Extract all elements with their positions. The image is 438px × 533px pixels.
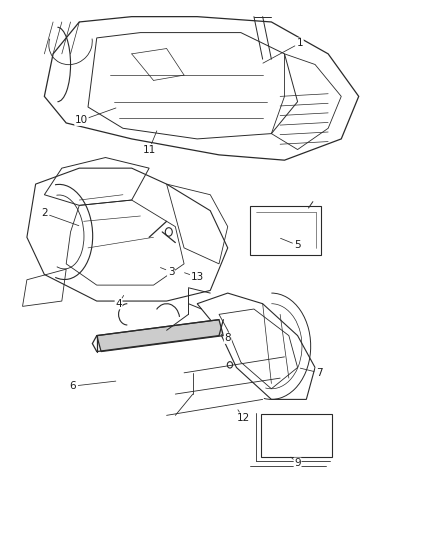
Text: 11: 11 [142,144,156,155]
Text: 13: 13 [191,272,204,282]
Text: 4: 4 [115,298,122,309]
Text: 10: 10 [75,115,88,125]
Text: 2: 2 [41,208,48,219]
Text: 12: 12 [237,413,250,423]
Text: 1: 1 [297,38,303,48]
Text: 9: 9 [294,458,301,468]
Text: 7: 7 [316,368,323,378]
Polygon shape [97,320,223,352]
Text: 5: 5 [294,240,301,250]
Text: 3: 3 [168,267,174,277]
Text: 8: 8 [224,333,231,343]
Text: 6: 6 [69,381,76,391]
